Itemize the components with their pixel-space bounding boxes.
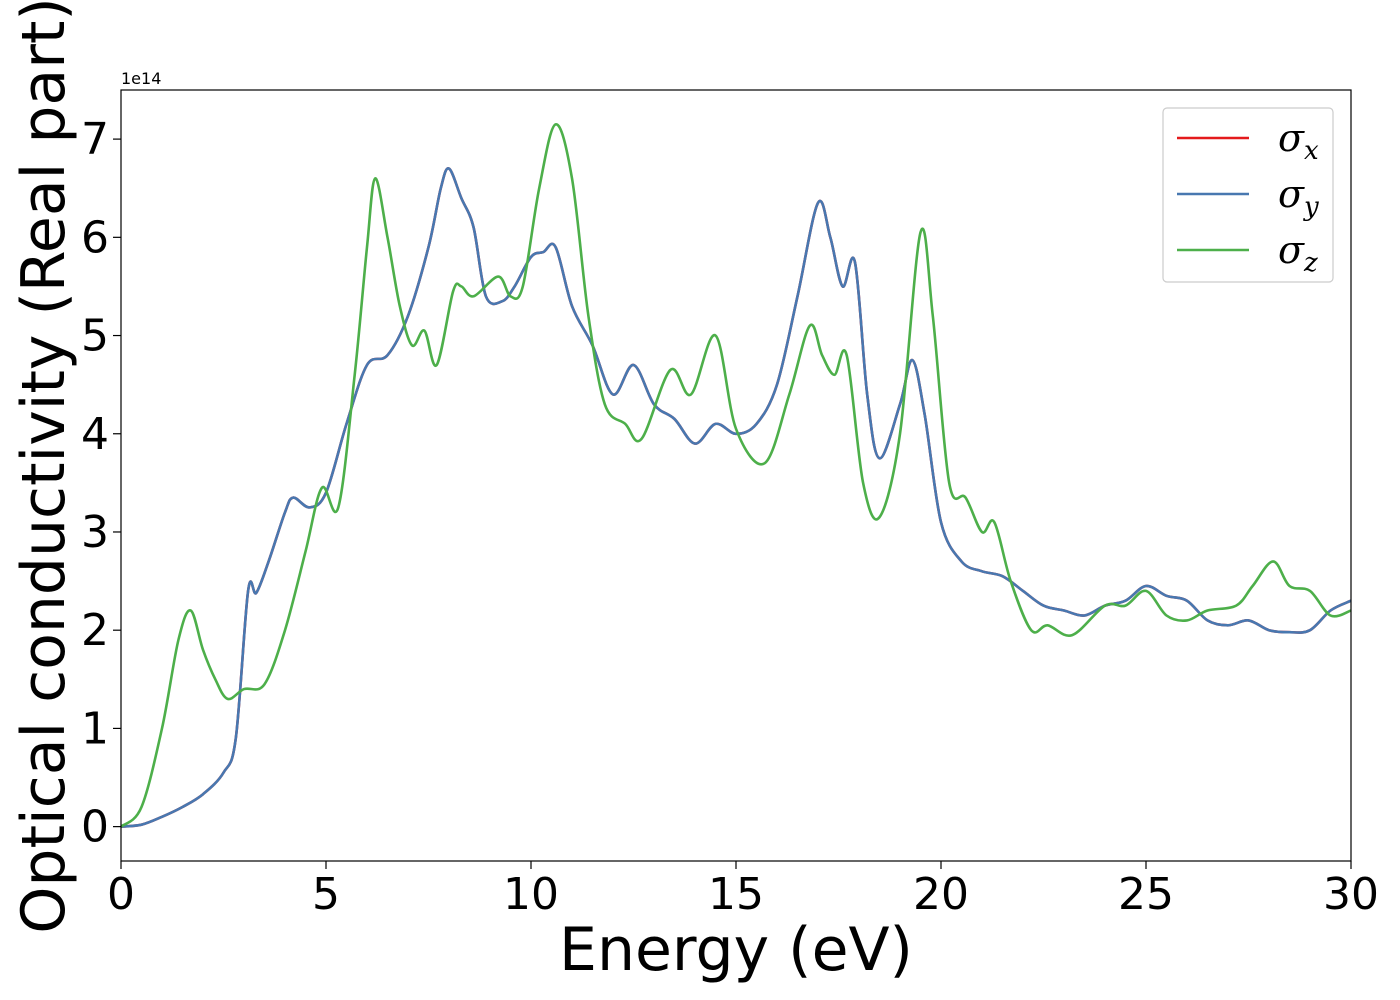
legend-label-sub: z <box>1303 248 1318 278</box>
y-axis-title: Optical conductivity (Real part) <box>9 0 79 934</box>
legend-label-main: σ <box>1278 172 1305 216</box>
x-axis-title: Energy (eV) <box>559 915 913 985</box>
y-axis: 0 1 2 3 4 5 6 7 <box>81 114 121 853</box>
x-tick-label: 25 <box>1118 869 1174 920</box>
y-tick-label: 6 <box>81 212 109 263</box>
y-tick-label: 3 <box>81 507 109 558</box>
legend-label-main: σ <box>1278 116 1305 160</box>
x-tick-label: 5 <box>312 869 340 920</box>
y-tick-label: 2 <box>81 605 109 656</box>
y-tick-label: 1 <box>81 703 109 754</box>
x-tick-label: 20 <box>913 869 969 920</box>
x-tick-label: 10 <box>503 869 559 920</box>
x-tick-label: 0 <box>107 869 135 920</box>
x-axis: 0 5 10 15 20 25 30 <box>107 861 1379 920</box>
x-tick-label: 15 <box>708 869 764 920</box>
legend-label-main: σ <box>1278 228 1305 272</box>
y-tick-label: 0 <box>81 802 109 853</box>
x-tick-label: 30 <box>1323 869 1379 920</box>
legend-label-x: σx <box>1278 116 1319 166</box>
legend-label-sub: y <box>1303 192 1319 222</box>
y-tick-label: 5 <box>81 311 109 362</box>
y-tick-label: 7 <box>81 114 109 165</box>
legend-label-sub: x <box>1304 136 1319 166</box>
y-offset-label: 1e14 <box>121 69 161 88</box>
series-layer <box>121 123 1351 828</box>
y-tick-label: 4 <box>81 409 109 460</box>
series-line-z <box>121 123 1351 828</box>
legend-label-y: σy <box>1278 172 1319 222</box>
legend-label-z: σz <box>1278 228 1318 278</box>
